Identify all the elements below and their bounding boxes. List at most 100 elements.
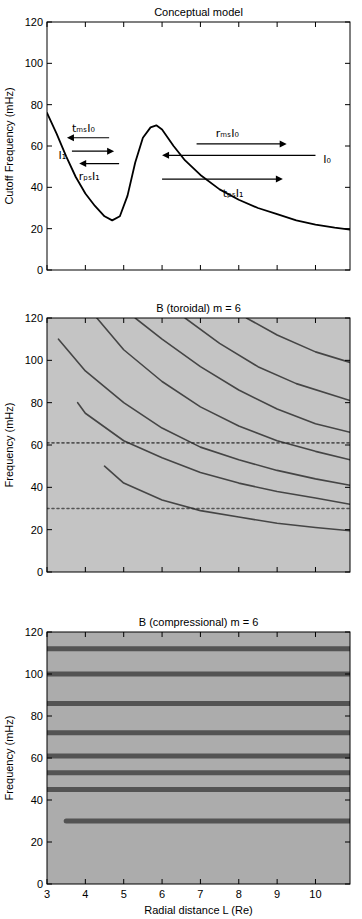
x-tick <box>315 22 316 27</box>
plot-area <box>47 649 350 821</box>
data-line <box>47 770 350 775</box>
y-tick-label: 80 <box>31 710 43 722</box>
y-tick-label: 0 <box>37 264 43 276</box>
x-tick <box>277 879 278 884</box>
y-tick <box>47 572 52 573</box>
y-tick <box>345 572 350 573</box>
x-tick-label: 9 <box>274 888 280 900</box>
x-tick <box>162 879 163 884</box>
x-tick <box>200 318 201 323</box>
x-tick <box>85 632 86 637</box>
y-tick-label: 40 <box>31 794 43 806</box>
y-tick-label: 80 <box>31 397 43 409</box>
x-tick <box>238 265 239 270</box>
arrow <box>167 155 315 156</box>
arrow <box>84 163 119 164</box>
x-tick <box>162 318 163 323</box>
y-tick-label: 0 <box>37 566 43 578</box>
annotation: rₚₛI₁ <box>79 170 100 183</box>
data-line <box>47 701 350 706</box>
y-tick <box>47 318 52 319</box>
x-tick <box>85 567 86 572</box>
y-tick <box>345 104 350 105</box>
y-tick <box>345 22 350 23</box>
plot-frame <box>47 22 350 270</box>
y-tick <box>47 884 52 885</box>
annotation: tₚₛI₁ <box>223 187 244 200</box>
y-tick-label: 20 <box>31 223 43 235</box>
data-line <box>66 819 350 824</box>
x-tick <box>315 265 316 270</box>
y-tick-label: 80 <box>31 99 43 111</box>
data-line <box>47 113 350 230</box>
arrow-head <box>276 176 283 183</box>
y-tick <box>47 360 52 361</box>
x-tick <box>123 567 124 572</box>
x-tick <box>123 879 124 884</box>
x-tick <box>277 318 278 323</box>
x-tick-label: 4 <box>82 888 88 900</box>
x-tick-label: 8 <box>236 888 242 900</box>
arrow <box>162 178 278 179</box>
data-line <box>47 753 350 758</box>
annotation: tₘₛI₀ <box>72 122 96 135</box>
x-tick <box>238 879 239 884</box>
x-tick <box>200 632 201 637</box>
title: B (compressional) m = 6 <box>139 616 259 628</box>
panel: B (toroidal) m = 6Frequency (mHz)0204060… <box>3 302 350 578</box>
x-tick <box>85 22 86 27</box>
x-tick <box>277 22 278 27</box>
x-tick <box>315 632 316 637</box>
figure: Conceptual modelCutoff Frequency (mHz)02… <box>0 0 362 919</box>
arrow-head <box>79 160 86 167</box>
x-tick <box>47 22 48 27</box>
y-tick <box>345 800 350 801</box>
data-line <box>47 730 350 735</box>
x-tick <box>47 318 48 323</box>
data-line <box>47 672 350 677</box>
x-tick <box>277 265 278 270</box>
x-tick <box>162 265 163 270</box>
y-tick-label: 120 <box>25 312 43 324</box>
y-tick-label: 120 <box>25 16 43 28</box>
data-line <box>135 318 350 432</box>
y-tick <box>345 445 350 446</box>
x-tick <box>47 632 48 637</box>
y-tick <box>345 146 350 147</box>
y-axis-label: Frequency (mHz) <box>3 403 15 488</box>
x-tick <box>162 22 163 27</box>
data-line <box>185 318 350 401</box>
arrow <box>72 151 109 152</box>
x-tick <box>200 879 201 884</box>
y-tick-label: 100 <box>25 57 43 69</box>
x-tick <box>123 22 124 27</box>
y-tick <box>47 674 52 675</box>
y-tick <box>345 842 350 843</box>
y-tick-label: 60 <box>31 140 43 152</box>
x-tick <box>200 567 201 572</box>
y-tick <box>47 529 52 530</box>
data-line <box>59 339 350 485</box>
panel: B (compressional) m = 6Frequency (mHz)Ra… <box>3 616 350 916</box>
y-tick <box>47 402 52 403</box>
plot-background <box>47 22 350 270</box>
y-tick <box>345 716 350 717</box>
y-tick-label: 120 <box>25 626 43 638</box>
y-tick <box>345 529 350 530</box>
y-tick <box>47 842 52 843</box>
y-axis-label: Frequency (mHz) <box>3 716 15 801</box>
x-tick <box>85 879 86 884</box>
y-tick-label: 0 <box>37 878 43 890</box>
data-line <box>47 787 350 792</box>
y-tick-label: 100 <box>25 668 43 680</box>
x-tick <box>238 632 239 637</box>
annotation: I₁ <box>59 149 67 162</box>
y-tick <box>345 884 350 885</box>
x-tick <box>123 318 124 323</box>
annotation: I₀ <box>323 153 331 166</box>
y-tick <box>345 228 350 229</box>
y-tick <box>47 22 52 23</box>
y-tick <box>47 228 52 229</box>
data-line <box>78 403 350 505</box>
y-tick-label: 60 <box>31 752 43 764</box>
